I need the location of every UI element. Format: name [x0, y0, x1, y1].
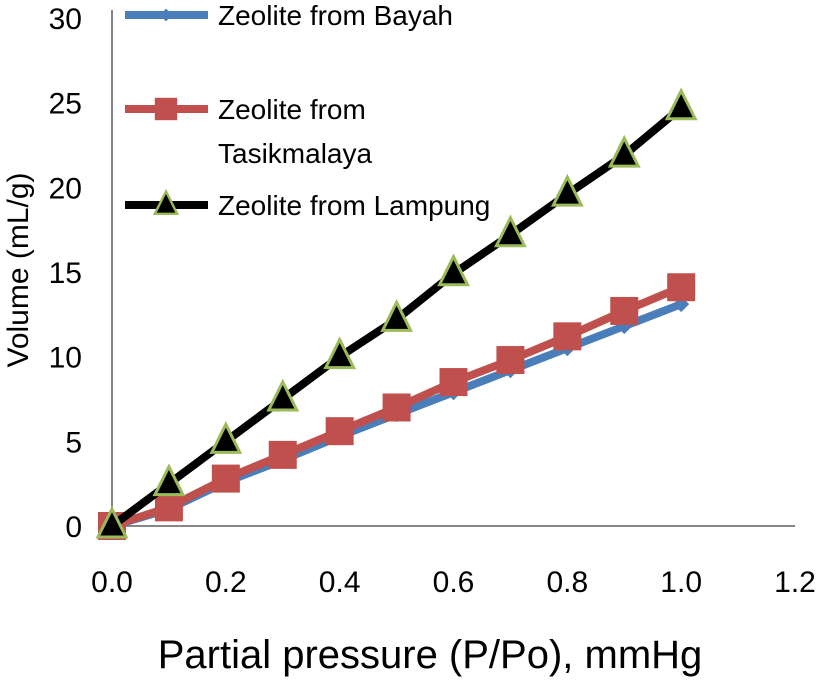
- legend-label: Zeolite from Lampung: [218, 190, 490, 221]
- data-point-square: [382, 393, 411, 422]
- series-3: [95, 87, 698, 539]
- data-point-triangle: [152, 463, 186, 497]
- data-point-square: [439, 368, 468, 397]
- x-tick-labels: 0.0 0.2 0.4 0.6 0.8 1.0 1.2: [91, 566, 816, 599]
- legend: Zeolite from Bayah Zeolite from Tasikmalay…: [125, 0, 490, 221]
- data-point-triangle: [95, 505, 129, 539]
- series-group: [95, 87, 698, 540]
- legend-item-2: Zeolite from Tasikmalaya: [125, 94, 372, 169]
- x-tick-label: 0.0: [91, 566, 133, 599]
- x-tick-label: 1.2: [774, 566, 816, 599]
- legend-label: Tasikmalaya: [218, 138, 372, 169]
- data-point-triangle: [380, 299, 414, 332]
- data-point-square: [610, 296, 639, 325]
- y-tick-labels: 0 5 10 15 20 25 30: [49, 3, 82, 544]
- data-point-diamond: [159, 8, 173, 22]
- data-point-triangle: [550, 173, 584, 207]
- x-tick-label: 0.6: [433, 566, 475, 599]
- data-point-square: [325, 417, 354, 446]
- y-tick-label: 10: [49, 342, 82, 375]
- y-tick-label: 30: [49, 3, 82, 36]
- x-tick-label: 0.4: [319, 566, 361, 599]
- data-point-triangle: [209, 420, 243, 454]
- y-axis-label: Volume (mL/g): [2, 172, 35, 367]
- data-point-square: [553, 322, 582, 351]
- y-tick-label: 5: [65, 426, 82, 459]
- data-point-square: [268, 440, 297, 469]
- data-point-triangle: [437, 253, 470, 287]
- y-tick-label: 25: [49, 88, 82, 121]
- data-point-square: [154, 97, 178, 121]
- y-tick-label: 15: [49, 257, 82, 290]
- data-point-triangle: [607, 134, 641, 168]
- legend-item-1: Zeolite from Bayah: [125, 0, 453, 31]
- legend-item-3: Zeolite from Lampung: [125, 188, 490, 221]
- data-point-square: [667, 273, 696, 302]
- data-point-square: [154, 493, 183, 522]
- data-point-square: [211, 464, 240, 493]
- x-axis-label: Partial pressure (P/Po), mmHg: [158, 633, 703, 677]
- data-point-triangle: [266, 378, 300, 412]
- axes: [111, 10, 795, 527]
- data-point-triangle: [152, 188, 180, 215]
- data-point-triangle: [493, 214, 527, 248]
- x-tick-label: 1.0: [660, 566, 702, 599]
- y-tick-label: 0: [65, 511, 82, 544]
- x-tick-label: 0.2: [205, 566, 247, 599]
- data-point-square: [496, 346, 525, 375]
- legend-label: Zeolite from Bayah: [218, 0, 453, 31]
- data-point-triangle: [323, 336, 357, 370]
- y-tick-label: 20: [49, 172, 82, 205]
- x-tick-label: 0.8: [546, 566, 588, 599]
- data-point-triangle: [664, 87, 698, 121]
- legend-label: Zeolite from: [218, 94, 366, 125]
